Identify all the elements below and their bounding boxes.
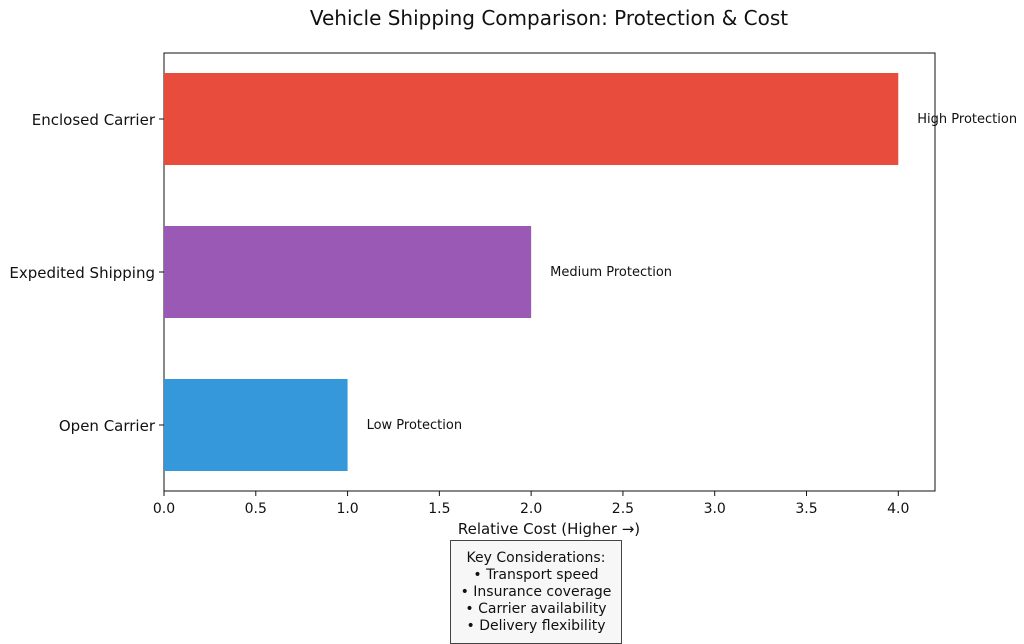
x-tick-label: 2.5: [612, 501, 634, 517]
x-tick-label: 0.5: [245, 501, 267, 517]
category-label: Open Carrier: [59, 417, 156, 435]
x-axis-label: Relative Cost (Higher →): [458, 520, 640, 538]
bar-annotation: High Protection: [917, 112, 1017, 127]
bar-enclosed-carrier: [164, 73, 899, 165]
x-axis-ticks: 0.0 0.5 1.0 1.5 2.0 2.5 3.0 3.5 4.0: [153, 491, 909, 517]
bar-open-carrier: [164, 379, 348, 471]
x-tick-label: 3.5: [795, 501, 817, 517]
bar-annotation: Medium Protection: [550, 265, 672, 280]
key-consideration-item: • Delivery flexibility: [466, 618, 606, 634]
key-consideration-item: • Carrier availability: [465, 601, 607, 617]
bar-annotation: Low Protection: [367, 418, 463, 433]
key-consideration-item: • Transport speed: [473, 567, 599, 583]
x-tick-label: 0.0: [153, 501, 175, 517]
x-tick-label: 1.0: [336, 501, 358, 517]
key-considerations-box: Key Considerations: • Transport speed • …: [450, 540, 622, 644]
category-label: Expedited Shipping: [9, 264, 155, 282]
key-consideration-item: • Insurance coverage: [460, 584, 612, 600]
x-tick-label: 2.0: [520, 501, 542, 517]
category-label: Enclosed Carrier: [32, 111, 156, 129]
x-tick-label: 1.5: [428, 501, 450, 517]
x-tick-label: 3.0: [704, 501, 726, 517]
chart-title: Vehicle Shipping Comparison: Protection …: [310, 6, 788, 30]
key-considerations-title: Key Considerations:: [466, 550, 606, 566]
bar-expedited-shipping: [164, 226, 532, 318]
bars-group: Low Protection Medium Protection High Prot…: [164, 73, 1017, 471]
x-tick-label: 4.0: [887, 501, 909, 517]
y-axis-categories: Open Carrier Expedited Shipping Enclosed C…: [9, 111, 164, 435]
